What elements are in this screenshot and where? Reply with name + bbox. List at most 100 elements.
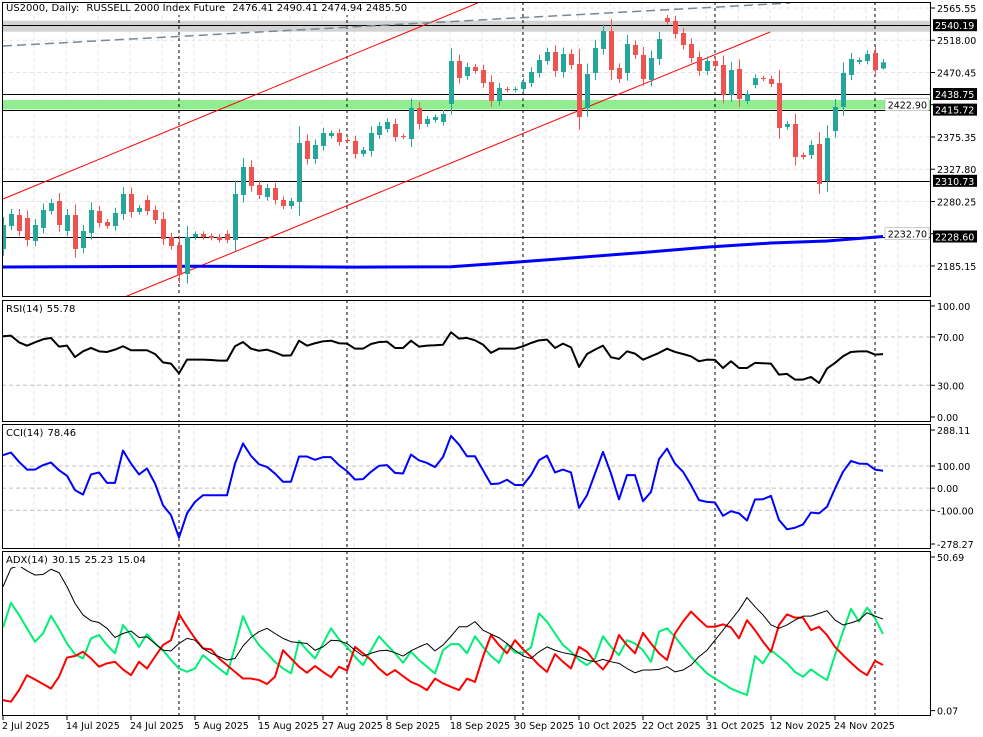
bearish-candle[interactable] xyxy=(353,135,358,159)
bullish-candle[interactable] xyxy=(433,114,438,123)
bearish-candle[interactable] xyxy=(225,230,230,244)
bullish-candle[interactable] xyxy=(89,202,94,240)
bullish-candle[interactable] xyxy=(377,121,382,139)
bullish-candle[interactable] xyxy=(1,216,6,256)
bearish-candle[interactable] xyxy=(145,195,150,216)
bullish-candle[interactable] xyxy=(321,127,326,151)
bearish-candle[interactable] xyxy=(57,192,62,232)
bullish-candle[interactable] xyxy=(857,57,862,65)
bearish-candle[interactable] xyxy=(873,46,878,76)
bearish-candle[interactable] xyxy=(473,63,478,74)
bearish-candle[interactable] xyxy=(153,205,158,224)
bearish-candle[interactable] xyxy=(737,59,742,107)
bullish-candle[interactable] xyxy=(625,34,630,81)
bullish-candle[interactable] xyxy=(361,146,366,157)
bullish-candle[interactable] xyxy=(753,74,758,89)
bullish-candle[interactable] xyxy=(241,157,246,203)
bearish-candle[interactable] xyxy=(721,55,726,103)
bearish-candle[interactable] xyxy=(713,57,718,70)
bullish-candle[interactable] xyxy=(289,197,294,209)
bullish-candle[interactable] xyxy=(65,209,70,237)
bearish-candle[interactable] xyxy=(801,152,806,160)
bearish-candle[interactable] xyxy=(169,232,174,250)
bullish-candle[interactable] xyxy=(705,56,710,75)
bullish-candle[interactable] xyxy=(521,78,526,93)
bullish-candle[interactable] xyxy=(441,109,446,126)
bullish-candle[interactable] xyxy=(657,32,662,65)
bearish-candle[interactable] xyxy=(665,15,670,25)
bearish-candle[interactable] xyxy=(73,204,78,258)
bearish-candle[interactable] xyxy=(345,137,350,144)
bullish-candle[interactable] xyxy=(425,115,430,128)
bullish-candle[interactable] xyxy=(785,121,790,130)
bullish-candle[interactable] xyxy=(841,62,846,116)
bullish-candle[interactable] xyxy=(113,207,118,231)
bullish-candle[interactable] xyxy=(193,231,198,240)
bullish-candle[interactable] xyxy=(537,54,542,78)
bullish-candle[interactable] xyxy=(833,98,838,138)
bearish-candle[interactable] xyxy=(681,27,686,50)
bearish-candle[interactable] xyxy=(641,46,646,86)
bearish-candle[interactable] xyxy=(673,15,678,39)
bullish-candle[interactable] xyxy=(497,82,502,106)
bearish-candle[interactable] xyxy=(273,183,278,205)
bullish-candle[interactable] xyxy=(41,203,46,234)
bearish-candle[interactable] xyxy=(793,113,798,166)
bearish-candle[interactable] xyxy=(617,63,622,84)
bearish-candle[interactable] xyxy=(577,48,582,130)
bearish-candle[interactable] xyxy=(97,206,102,228)
bullish-candle[interactable] xyxy=(465,62,470,80)
bearish-candle[interactable] xyxy=(217,234,222,243)
bullish-candle[interactable] xyxy=(409,98,414,148)
bearish-candle[interactable] xyxy=(633,40,638,59)
bearish-candle[interactable] xyxy=(817,132,822,195)
bullish-candle[interactable] xyxy=(593,39,598,81)
bearish-candle[interactable] xyxy=(761,75,766,82)
bullish-candle[interactable] xyxy=(233,180,238,252)
bullish-candle[interactable] xyxy=(9,208,14,231)
bearish-candle[interactable] xyxy=(257,180,262,200)
bearish-candle[interactable] xyxy=(401,133,406,140)
bullish-candle[interactable] xyxy=(369,126,374,157)
bearish-candle[interactable] xyxy=(777,69,782,140)
bullish-candle[interactable] xyxy=(313,139,318,164)
bearish-candle[interactable] xyxy=(489,75,494,107)
bearish-candle[interactable] xyxy=(689,38,694,63)
bullish-candle[interactable] xyxy=(729,61,734,102)
bearish-candle[interactable] xyxy=(569,49,574,70)
bearish-candle[interactable] xyxy=(201,231,206,240)
bullish-candle[interactable] xyxy=(881,58,886,70)
bearish-candle[interactable] xyxy=(209,233,214,241)
bullish-candle[interactable] xyxy=(121,186,126,220)
bullish-candle[interactable] xyxy=(745,90,750,105)
bearish-candle[interactable] xyxy=(305,134,310,165)
bullish-candle[interactable] xyxy=(185,225,190,284)
bullish-candle[interactable] xyxy=(529,67,534,88)
bullish-candle[interactable] xyxy=(865,50,870,65)
bearish-candle[interactable] xyxy=(161,212,166,246)
bullish-candle[interactable] xyxy=(601,24,606,55)
bullish-candle[interactable] xyxy=(385,118,390,133)
bearish-candle[interactable] xyxy=(17,209,22,237)
bullish-candle[interactable] xyxy=(561,47,566,78)
bearish-candle[interactable] xyxy=(281,196,286,210)
bullish-candle[interactable] xyxy=(849,52,854,81)
bearish-candle[interactable] xyxy=(505,86,510,93)
bearish-candle[interactable] xyxy=(337,128,342,146)
bearish-candle[interactable] xyxy=(249,160,254,192)
bullish-candle[interactable] xyxy=(585,63,590,117)
bearish-candle[interactable] xyxy=(417,101,422,130)
bearish-candle[interactable] xyxy=(105,218,110,229)
bullish-candle[interactable] xyxy=(137,204,142,215)
bearish-candle[interactable] xyxy=(177,235,182,283)
bearish-candle[interactable] xyxy=(697,51,702,76)
bullish-candle[interactable] xyxy=(809,140,814,160)
bearish-candle[interactable] xyxy=(553,45,558,77)
bearish-candle[interactable] xyxy=(129,187,134,218)
bullish-candle[interactable] xyxy=(329,130,334,139)
bearish-candle[interactable] xyxy=(25,210,30,247)
bearish-candle[interactable] xyxy=(457,54,462,84)
bullish-candle[interactable] xyxy=(545,47,550,65)
bearish-candle[interactable] xyxy=(481,64,486,88)
